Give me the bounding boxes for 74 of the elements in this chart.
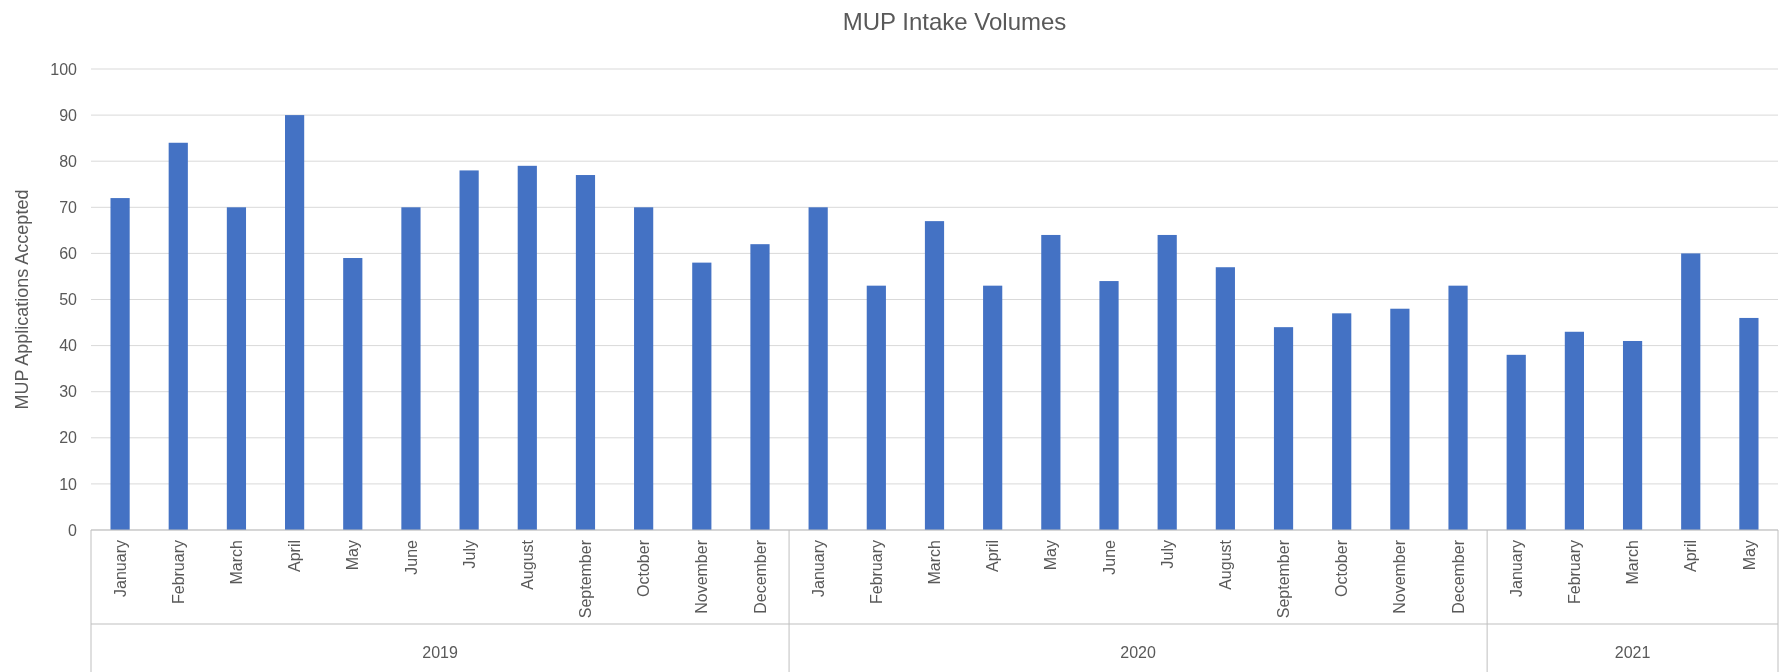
bar	[924, 221, 945, 530]
x-tick-label: April	[1682, 540, 1700, 573]
y-tick-label: 60	[59, 245, 78, 262]
bar	[1157, 234, 1177, 530]
x-tick-label: July	[1158, 540, 1176, 569]
text: 2021	[1614, 644, 1651, 661]
x-tick-label: October	[635, 539, 653, 597]
bar	[1739, 317, 1759, 530]
bar	[575, 175, 596, 530]
bar	[1506, 354, 1526, 530]
bar	[808, 207, 828, 530]
bar	[634, 207, 654, 530]
x-tick-label: April	[286, 540, 304, 573]
bar	[517, 165, 537, 530]
bar	[1273, 327, 1294, 530]
bar	[110, 198, 130, 530]
bar	[1099, 281, 1119, 530]
text: 2019	[422, 644, 458, 661]
x-tick-label: May	[344, 540, 362, 571]
x-tick-label: January	[1507, 540, 1525, 597]
y-tick-label: 40	[59, 337, 78, 355]
y-axis-title: MUP Applications Accepted	[12, 189, 32, 410]
x-tick-label: September	[1275, 539, 1293, 619]
y-tick-label: 90	[59, 106, 78, 124]
bar	[168, 142, 188, 530]
x-tick-label: November	[693, 539, 711, 614]
x-tick-label: December	[1449, 539, 1467, 614]
x-tick-label: January	[111, 540, 129, 597]
bar	[1681, 253, 1701, 530]
bar	[285, 115, 305, 530]
bar	[983, 285, 1003, 530]
bar	[1448, 285, 1468, 530]
x-tick-label: May	[1042, 540, 1060, 571]
chart-title: MUP Intake Volumes	[842, 8, 1067, 35]
x-tick-label: July	[460, 540, 478, 569]
x-tick-label: March	[926, 540, 944, 585]
x-tick-label: April	[984, 540, 1002, 573]
x-tick-label: March	[1624, 540, 1642, 585]
y-tick-label: 20	[59, 429, 78, 447]
y-tick-label: 30	[59, 383, 78, 401]
bar	[1390, 308, 1410, 530]
x-tick-label: March	[228, 540, 246, 585]
y-tick-label: 50	[59, 291, 78, 309]
y-tick-label: 10	[59, 475, 78, 493]
x-tick-label: May	[1740, 540, 1758, 571]
x-tick-label: June	[1100, 539, 1118, 575]
x-tick-label: June	[402, 539, 420, 575]
bar	[1564, 331, 1584, 530]
x-tick-label: October	[1333, 539, 1351, 597]
y-tick-label: 100	[50, 60, 78, 78]
x-tick-label: December	[751, 539, 769, 614]
x-tick-label: February	[867, 540, 885, 605]
x-tick-label: November	[1391, 539, 1409, 614]
x-tick-label: January	[809, 540, 827, 597]
x-tick-label: August	[1216, 539, 1234, 590]
y-tick-label: 80	[59, 152, 78, 170]
bar	[1041, 234, 1061, 530]
x-tick-label: August	[518, 539, 536, 590]
bar	[343, 258, 363, 530]
bar	[1215, 267, 1235, 530]
bar	[750, 244, 770, 530]
text: 2020	[1120, 644, 1156, 661]
bar	[866, 285, 886, 530]
bar	[226, 207, 247, 530]
bar	[1622, 340, 1643, 530]
x-tick-label: February	[1566, 540, 1583, 605]
bar	[401, 207, 421, 530]
x-tick-label: February	[169, 540, 187, 605]
bar	[459, 170, 479, 530]
y-tick-label: 70	[59, 198, 78, 216]
y-tick-label: 0	[68, 521, 78, 539]
bar	[692, 262, 712, 530]
x-tick-label: September	[577, 539, 595, 619]
bar	[1332, 313, 1352, 530]
